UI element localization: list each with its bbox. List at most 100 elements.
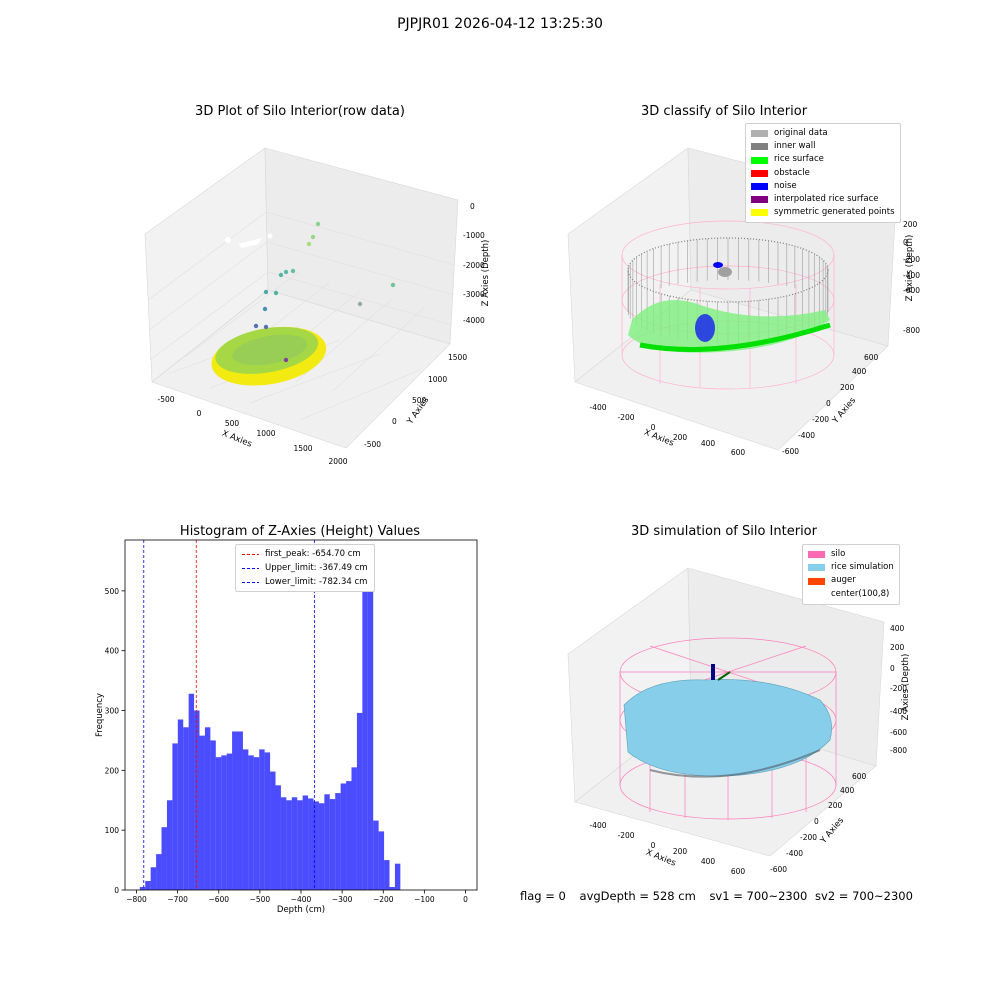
histogram-bar [253,757,260,890]
histogram-xtick-label: −500 [250,895,271,904]
classify-ztick: 200 [903,220,918,229]
classify-zlabel: Z Axies (Depth) [905,235,915,302]
simulation-legend: silo rice simulation auger center(100,8) [802,544,900,605]
legend-swatch [808,590,825,598]
legend-entry: rice surface [751,153,895,166]
sim-zlabel: Z Axies (Depth) [901,654,911,721]
raw-ytick: 0 [392,417,397,426]
sim-xtick: 0 [651,841,656,850]
histogram-xtick-label: −400 [291,895,312,904]
histogram-xtick-label: −300 [332,895,353,904]
classify-ztick: -800 [903,326,920,335]
legend-label: first_peak: -654.70 cm [265,549,361,559]
flag-text: flag = 0 [520,889,566,903]
histogram-bar [226,753,233,890]
histogram-xtick-label: −100 [414,895,435,904]
legend-entry: noise [751,180,895,193]
raw-xtick: -500 [157,395,174,404]
histogram-ytick-label: 100 [105,826,120,835]
sim-ztick: 400 [890,624,905,633]
raw-xlabel: X Axies [220,429,253,450]
legend-entry: symmetric generated points [751,206,895,219]
legend-label: Upper_limit: -367.49 cm [265,563,368,573]
histogram-bar [389,887,395,890]
legend-entry: center(100,8) [808,588,894,601]
sim-ytick: 0 [814,817,819,826]
histogram-bar [275,785,281,890]
sim-ytick: -600 [770,865,787,874]
histogram-bar [329,799,336,890]
classify-xtick: 0 [651,423,656,432]
legend-swatch [751,156,768,164]
histogram-title: Histogram of Z-Axies (Height) Values [179,524,421,539]
histogram-bar [150,867,157,890]
raw-xtick: 1000 [256,429,275,438]
histogram-ylabel: Frequency [95,693,105,737]
histogram-bar [340,783,347,890]
classify-ytick: 600 [864,353,879,362]
histogram-bar [183,727,189,890]
classify-plot-title: 3D classify of Silo Interior [640,104,808,119]
simulation-plot-title: 3D simulation of Silo Interior [631,524,817,539]
histogram-chart: −800 −700 −600 −500 −400 −300 −200 −100 0 0 100 20… [95,539,478,915]
histogram-xtick-label: −800 [126,895,147,904]
histogram-bar [378,831,385,890]
histogram-legend: first_peak: -654.70 cm Upper_limit: -367… [235,544,375,592]
histogram-bar [139,887,146,890]
histogram-bar [264,752,271,890]
legend-swatch [751,143,768,151]
histogram-bar [221,755,227,890]
legend-swatch [751,169,768,177]
raw-zlabel: Z Axies (Depth) [481,240,491,307]
histogram-bar [166,800,173,890]
histogram-bar [286,800,292,890]
classify-ytick: -200 [812,415,829,424]
histogram-bar [215,757,222,890]
histogram-bar [318,803,325,890]
histogram-bar [172,743,178,890]
histogram-bar [373,820,379,890]
histogram-bar [308,798,314,890]
legend-label: interpolated rice surface [774,194,879,205]
histogram-bar [156,854,162,890]
simulation-3d-plot: -400 -200 0 200 400 600 -600 -400 -200 0… [567,567,911,876]
legend-label: silo [831,549,846,559]
histogram-ytick-label: 500 [105,587,120,596]
legend-entry: Lower_limit: -782.34 cm [242,575,368,589]
histogram-bar [356,712,363,890]
classify-3d-plot: -400 -200 0 200 400 600 -600 -400 -200 0… [567,147,920,457]
legend-line-blue [242,581,259,583]
histogram-bar [237,731,243,890]
sim-xtick: -400 [589,821,606,830]
histogram-bar [280,797,287,890]
histogram-bar [335,793,341,890]
histogram-bar [367,556,374,890]
legend-entry: rice simulation [808,561,894,574]
legend-swatch [808,551,825,559]
sv1-text: sv1 = 700~2300 [709,889,808,903]
histogram-bar [199,735,205,890]
histogram-bar [194,710,200,890]
figure-title: PJPJR01 2026-04-12 13:25:30 [397,16,603,32]
raw-xtick: 1500 [293,444,312,453]
raw-ztick: 0 [470,202,475,211]
legend-swatch [751,182,768,190]
histogram-ytick-label: 400 [105,647,120,656]
legend-entry: original data [751,127,895,140]
legend-swatch [808,564,825,572]
histogram-bar [161,827,167,890]
histogram-bar [324,794,330,890]
histogram-ytick-label: 0 [114,886,119,895]
sim-ytick: 600 [852,772,867,781]
legend-label: noise [774,180,797,191]
histogram-bar [248,755,254,890]
raw-ytick: -500 [364,440,381,449]
legend-line-blue [242,567,259,569]
legend-swatch [751,130,768,138]
legend-label: rice surface [774,154,824,165]
sim-xtick: 200 [673,847,688,856]
classify-ztick: -200 [903,255,920,264]
histogram-bar [270,771,276,890]
histogram-bar [346,781,352,890]
histogram-bar [384,860,390,890]
